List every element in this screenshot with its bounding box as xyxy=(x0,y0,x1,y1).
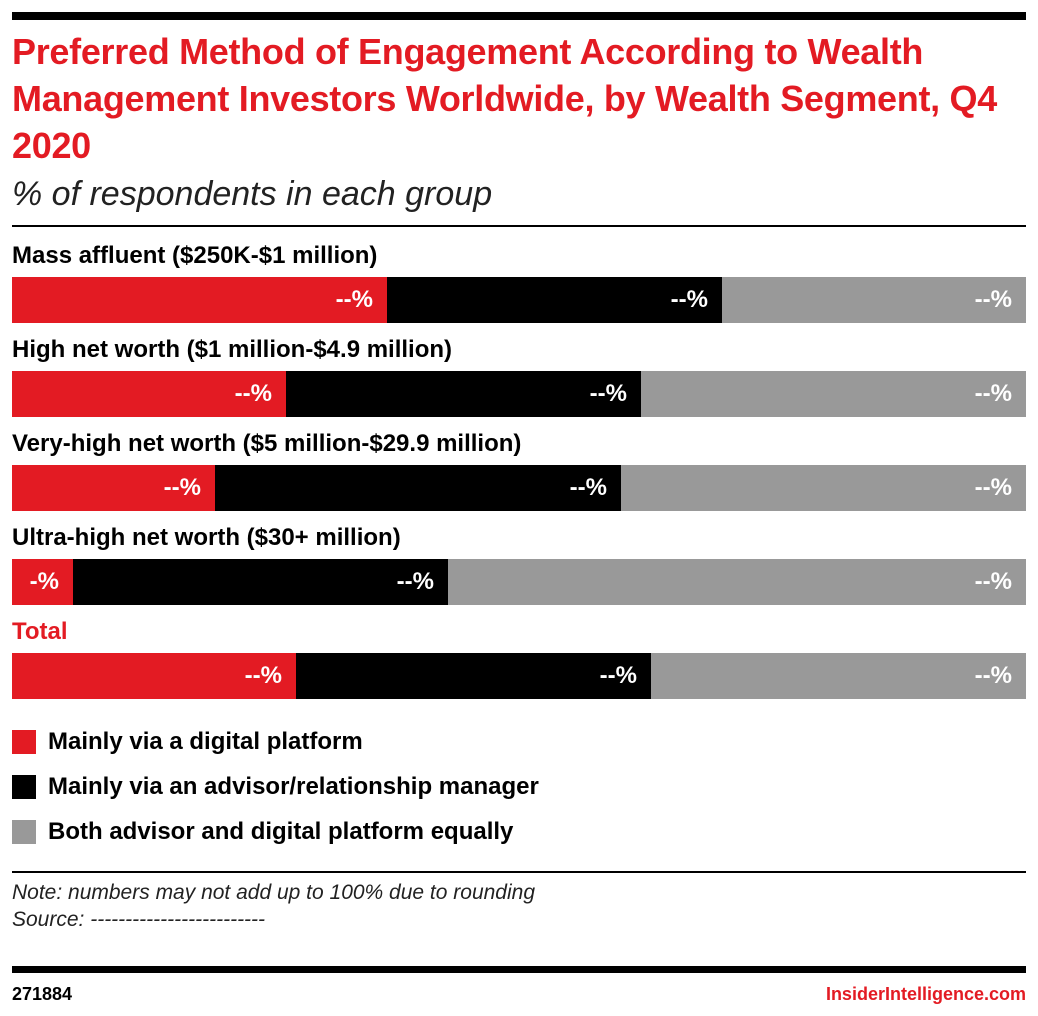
bar-segment-both: --% xyxy=(651,653,1026,699)
legend-label-both: Both advisor and digital platform equall… xyxy=(48,818,514,845)
legend-swatch-advisor xyxy=(12,775,36,799)
data-label-advisor: --% xyxy=(670,286,708,313)
data-label-both: --% xyxy=(974,568,1012,595)
legend-label-digital: Mainly via a digital platform xyxy=(48,728,363,755)
chart-id: 271884 xyxy=(12,984,73,1004)
bottom-rule xyxy=(12,966,1026,973)
group-label: Total xyxy=(12,618,68,645)
chart-subtitle: % of respondents in each group xyxy=(12,175,493,213)
stacked-bar: --% --% --% xyxy=(12,277,1026,323)
top-rule xyxy=(12,12,1026,20)
bar-segment-both: --% xyxy=(448,559,1026,605)
bar-segment-digital: --% xyxy=(12,653,296,699)
bar-segment-both: --% xyxy=(621,465,1026,511)
bar-segment-advisor: --% xyxy=(286,371,641,417)
bar-segment-advisor: --% xyxy=(73,559,448,605)
data-label-digital: --% xyxy=(163,474,201,501)
bar-segment-advisor: --% xyxy=(387,277,722,323)
source-line: Source: ------------------------- xyxy=(12,908,266,931)
group-label: Very-high net worth ($5 million-$29.9 mi… xyxy=(12,430,522,457)
data-label-advisor: --% xyxy=(569,474,607,501)
data-label-advisor: --% xyxy=(396,568,434,595)
stacked-bar: -% --% --% xyxy=(12,559,1026,605)
data-label-both: --% xyxy=(974,380,1012,407)
legend-swatch-both xyxy=(12,820,36,844)
data-label-both: --% xyxy=(974,286,1012,313)
bar-segment-digital: --% xyxy=(12,371,286,417)
bar-segment-advisor: --% xyxy=(296,653,651,699)
group-label: High net worth ($1 million-$4.9 million) xyxy=(12,336,453,363)
footnote: Note: numbers may not add up to 100% due… xyxy=(12,881,536,904)
bar-segment-both: --% xyxy=(722,277,1026,323)
stacked-bar: --% --% --% xyxy=(12,371,1026,417)
legend-divider xyxy=(12,871,1026,873)
bar-segment-digital: --% xyxy=(12,465,215,511)
stacked-bar: --% --% --% xyxy=(12,465,1026,511)
data-label-both: --% xyxy=(974,474,1012,501)
chart-title: Preferred Method of Engagement According… xyxy=(12,31,997,166)
data-label-digital: -% xyxy=(29,568,59,595)
group-label: Mass affluent ($250K-$1 million) xyxy=(12,242,378,269)
group-label: Ultra-high net worth ($30+ million) xyxy=(12,524,401,551)
title-divider xyxy=(12,225,1026,227)
bar-segment-digital: --% xyxy=(12,277,387,323)
data-label-both: --% xyxy=(974,662,1012,689)
bar-segment-digital: -% xyxy=(12,559,73,605)
bar-segment-both: --% xyxy=(641,371,1026,417)
data-label-digital: --% xyxy=(234,380,272,407)
bar-segment-advisor: --% xyxy=(215,465,621,511)
brand-link[interactable]: InsiderIntelligence.com xyxy=(825,984,1026,1004)
data-label-digital: --% xyxy=(335,286,373,313)
data-label-digital: --% xyxy=(244,662,282,689)
stacked-bar: --% --% --% xyxy=(12,653,1026,699)
data-label-advisor: --% xyxy=(599,662,637,689)
legend-swatch-digital xyxy=(12,730,36,754)
data-label-advisor: --% xyxy=(589,380,627,407)
legend-label-advisor: Mainly via an advisor/relationship manag… xyxy=(48,773,539,800)
